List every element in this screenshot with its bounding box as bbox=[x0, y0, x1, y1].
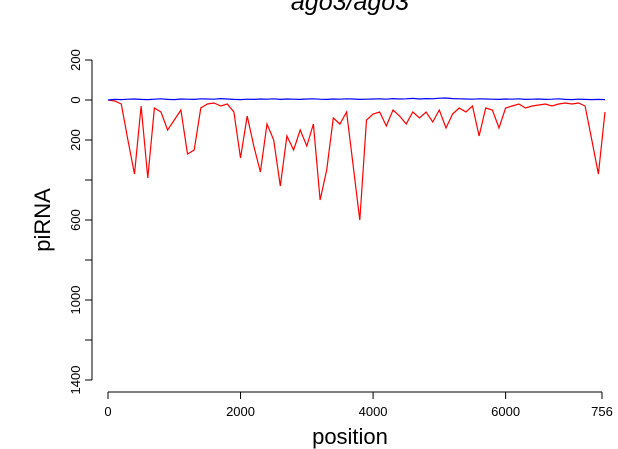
x-tick-label: 2000 bbox=[226, 404, 255, 419]
series-line bbox=[107, 97, 606, 101]
y-axis-title: piRNA bbox=[30, 188, 55, 252]
y-tick-label: 600 bbox=[68, 209, 83, 231]
x-tick-label: 6000 bbox=[491, 404, 520, 419]
x-axis-title: position bbox=[312, 424, 388, 449]
y-tick-label: 1400 bbox=[68, 366, 83, 395]
x-tick-label: 756 bbox=[591, 404, 613, 419]
y-tick-label: 200 bbox=[68, 129, 83, 151]
series-line bbox=[107, 99, 606, 221]
y-tick-label: 0 bbox=[68, 96, 83, 103]
y-tick-label: 1000 bbox=[68, 286, 83, 315]
y-tick-label: 200 bbox=[68, 49, 83, 71]
x-tick-label: 0 bbox=[104, 404, 111, 419]
chart-title: ago3/ago3 bbox=[291, 0, 409, 16]
x-tick-label: 4000 bbox=[359, 404, 388, 419]
